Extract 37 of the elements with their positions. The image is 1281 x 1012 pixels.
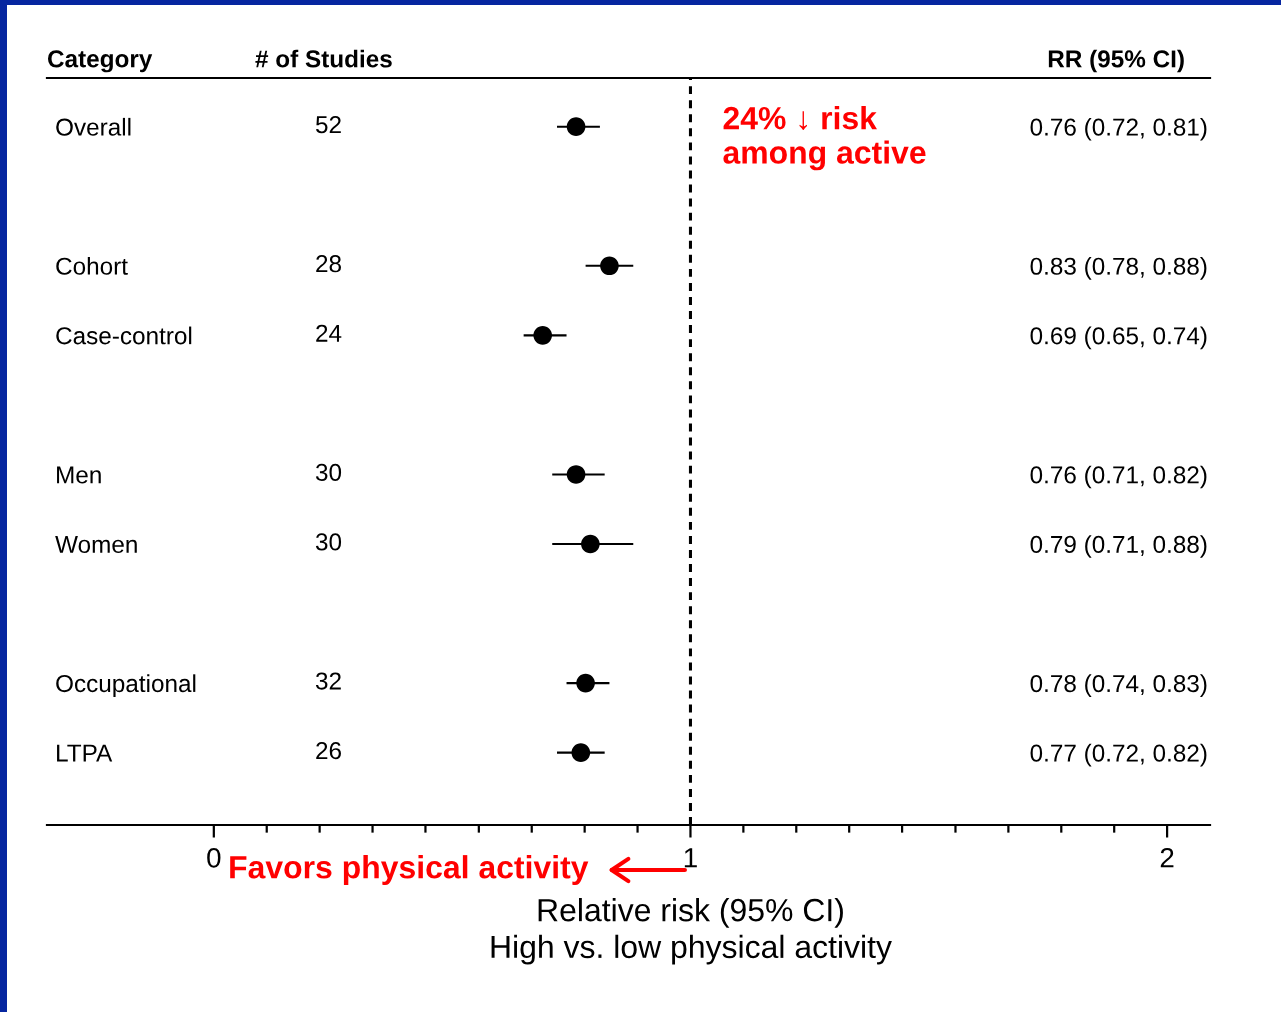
annotation: 30 (315, 463, 342, 481)
point (576, 673, 595, 693)
y2-tick-label: 0.79 (0.71, 0.88) (1030, 535, 1207, 558)
y-axis-title: Category (48, 50, 153, 73)
point (581, 534, 600, 554)
point (566, 465, 586, 484)
x-axis-title: Relative risk (95% CI) High vs. low physical activity (491, 898, 892, 965)
annotation: 24% ↓ risk among active (723, 106, 926, 171)
annotation: 28 (316, 255, 341, 273)
point (571, 743, 591, 762)
y2-axis-title: RR (95% CI) (1048, 49, 1184, 73)
text: # of Studies (255, 49, 392, 68)
annotation: 52 (315, 116, 341, 134)
point (566, 117, 586, 136)
y-tick-label: Case-control (56, 326, 192, 345)
text: Favors physical activity (230, 855, 589, 885)
y2-tick-label: 0.76 (0.72, 0.81) (1030, 117, 1207, 141)
x-tick-label: 0 (207, 847, 221, 868)
y2-tick-label: 0.78 (0.74, 0.83) (1030, 674, 1207, 697)
point (533, 326, 553, 345)
y2-tick-label: 0.77 (0.72, 0.82) (1030, 743, 1207, 767)
annotation: 26 (316, 741, 341, 760)
y-tick-label: LTPA (57, 744, 113, 762)
annotation: 32 (315, 672, 341, 690)
y-tick-label: Overall (56, 117, 131, 136)
y-tick-label: Cohort (56, 256, 128, 275)
y2-tick-label: 0.76 (0.71, 0.82) (1030, 465, 1207, 489)
y-tick-label: Occupational (56, 674, 196, 697)
annotation: 30 (315, 533, 342, 551)
y-tick-label: Men (57, 466, 101, 484)
annotation: 24 (316, 324, 342, 342)
x-tick-label: 1 (684, 848, 697, 868)
y-tick-label: Women (55, 536, 137, 554)
y2-tick-label: 0.69 (0.65, 0.74) (1030, 326, 1207, 350)
x-tick-label: 2 (1160, 847, 1174, 868)
y2-tick-label: 0.83 (0.78, 0.88) (1030, 256, 1207, 280)
point (600, 256, 619, 276)
